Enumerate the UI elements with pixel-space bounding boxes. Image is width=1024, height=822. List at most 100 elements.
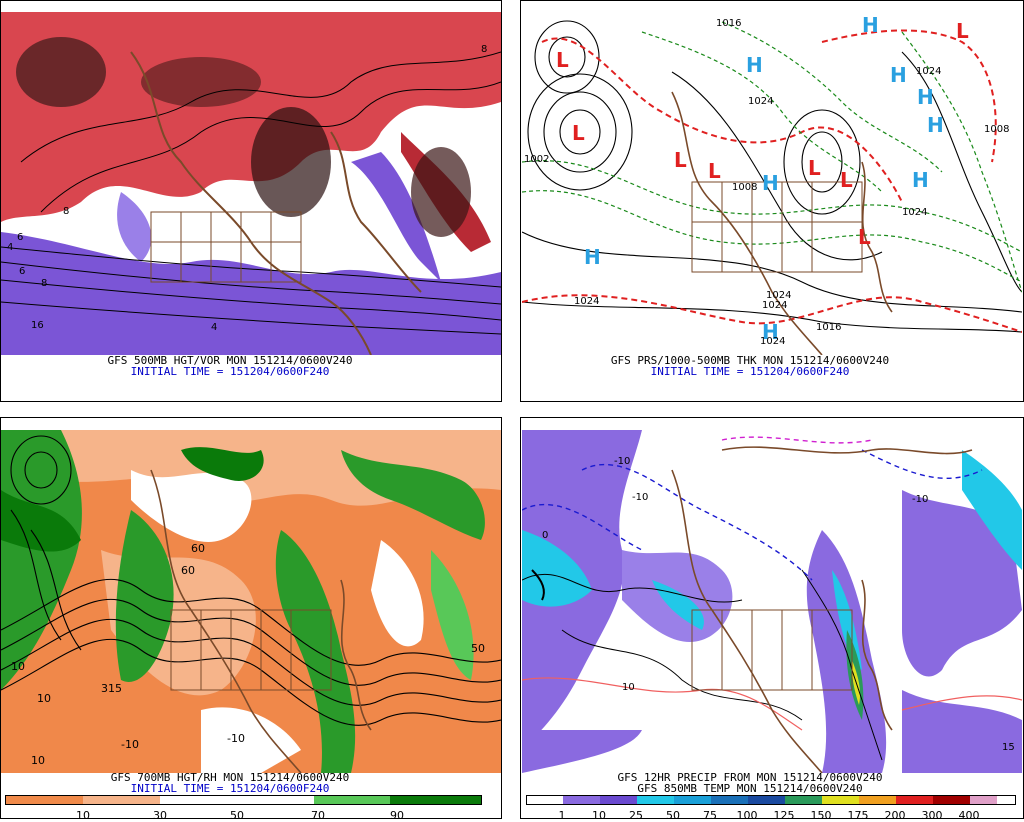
panel-precip-temp-caption: GFS 850MB TEMP MON 151214/0600V240 — [637, 782, 863, 795]
precip-scale-swatch — [970, 796, 997, 804]
precip-scale-swatch — [637, 796, 674, 804]
isobar-label: 1008 — [984, 124, 1009, 135]
rh-color-scale: 10 30 50 70 90 — [5, 795, 482, 822]
scale-label: 150 — [810, 809, 832, 822]
high-pressure-marker: H — [862, 13, 879, 37]
panel-700mb-caption: GFS 700MB HGT/RH MON 151214/0600V240 — [110, 771, 350, 784]
high-pressure-marker: H — [912, 168, 929, 192]
precip-scale-swatch — [600, 796, 637, 804]
precip-scale-swatch — [822, 796, 859, 804]
scale-label: 90 — [390, 809, 404, 822]
scale-label: 50 — [230, 809, 244, 822]
high-pressure-marker: H — [890, 63, 907, 87]
high-pressure-marker: H — [762, 171, 779, 195]
scale-label: 70 — [311, 809, 325, 822]
panel-500mb-caption: GFS 500MB HGT/VOR MON 151214/0600V240 — [107, 354, 353, 367]
contour-label: 8 — [481, 44, 487, 55]
high-pressure-marker: H — [584, 245, 601, 269]
panel-500mb-map: 4 6 8 6 16 4 8 8 — [1, 12, 501, 355]
precip-scale-swatch — [933, 796, 970, 804]
contour-label: 60 — [191, 542, 205, 555]
precip-scale-swatch — [674, 796, 711, 804]
contour-label: 50 — [471, 642, 485, 655]
low-pressure-marker: L — [858, 225, 871, 249]
rh-scale-swatch — [237, 796, 314, 804]
panel-precip-caption: GFS 12HR PRECIP FROM MON 151214/0600V240 — [617, 771, 883, 784]
low-pressure-marker: L — [956, 19, 969, 43]
low-pressure-marker: L — [808, 156, 821, 180]
high-pressure-marker: H — [746, 53, 763, 77]
precip-map: -10 -10 10 -10 15 0 — [522, 430, 1022, 773]
vorticity-map: 4 6 8 6 16 4 8 8 — [1, 12, 501, 355]
low-pressure-marker: L — [674, 148, 687, 172]
isobar-label: 1008 — [732, 182, 757, 193]
contour-label: -10 — [227, 732, 245, 745]
contour-label: 60 — [181, 564, 195, 577]
contour-label: 10 — [31, 754, 45, 767]
contour-label: -10 — [614, 456, 630, 467]
scale-label: 125 — [773, 809, 795, 822]
low-pressure-marker: L — [572, 121, 585, 145]
contour-label: 4 — [211, 322, 217, 333]
scale-label: 25 — [629, 809, 643, 822]
panel-700mb-initial-time: INITIAL TIME = 151204/0600F240 — [130, 782, 330, 795]
panel-700mb-map: 10 10 -10 10 315 -10 60 60 50 — [1, 430, 501, 773]
contour-label: 10 — [37, 692, 51, 705]
scale-label: 1 — [558, 809, 566, 822]
contour-label: 10 — [11, 660, 25, 673]
precip-scale-swatch — [896, 796, 933, 804]
isobar-label: 1024 — [902, 207, 927, 218]
contour-label: 8 — [63, 206, 69, 217]
isobar-label: 1016 — [716, 18, 741, 29]
high-pressure-marker: H — [917, 85, 934, 109]
isobar-label: 1024 — [574, 296, 599, 307]
scale-label: 75 — [703, 809, 717, 822]
contour-label: 6 — [17, 232, 23, 243]
panel-thickness-initial-time: INITIAL TIME = 151204/0600F240 — [650, 365, 850, 378]
scale-label: 10 — [76, 809, 90, 822]
contour-label: 4 — [7, 242, 13, 253]
isobar-label: 1024 — [766, 290, 791, 301]
scale-label: 200 — [884, 809, 906, 822]
contour-label: 6 — [19, 266, 25, 277]
panel-thickness-map: H H H H H H H H H L L L L L L L L 1016 1… — [522, 12, 1022, 355]
contour-label: 10 — [622, 682, 635, 693]
isobar-label: 1024 — [748, 96, 773, 107]
rh-scale-swatch — [160, 796, 237, 804]
rh-scale-swatch — [390, 796, 481, 804]
isobar-label: 1024 — [760, 336, 785, 347]
contour-label: -10 — [121, 738, 139, 751]
rh-scale-swatch — [83, 796, 160, 804]
rh-scale-swatch — [6, 796, 83, 804]
scale-label: 50 — [666, 809, 680, 822]
high-pressure-marker: H — [927, 113, 944, 137]
precip-scale-swatch — [527, 796, 563, 804]
isobar-label: 1024 — [916, 66, 941, 77]
precip-color-scale: 1 10 25 50 75 100 125 150 175 200 300 40… — [526, 795, 1020, 822]
panel-precip-map: -10 -10 10 -10 15 0 — [522, 430, 1022, 773]
humidity-map: 10 10 -10 10 315 -10 60 60 50 — [1, 430, 501, 773]
contour-label: -10 — [912, 494, 928, 505]
panel-thickness-caption: GFS PRS/1000-500MB THK MON 151214/0600V2… — [610, 354, 890, 367]
contour-label: 8 — [41, 278, 47, 289]
rh-scale-swatch — [314, 796, 390, 804]
contour-label: 15 — [1002, 742, 1015, 753]
scale-label: 300 — [921, 809, 943, 822]
contour-label: 315 — [101, 682, 122, 695]
scale-label: 100 — [736, 809, 758, 822]
scale-label: 30 — [153, 809, 167, 822]
scale-label: 10 — [592, 809, 606, 822]
scale-label: 175 — [847, 809, 869, 822]
precip-scale-swatch — [563, 796, 600, 804]
precip-scale-swatch — [859, 796, 896, 804]
low-pressure-marker: L — [840, 168, 853, 192]
low-pressure-marker: L — [708, 159, 721, 183]
precip-scale-swatch — [711, 796, 748, 804]
pressure-map: H H H H H H H H H L L L L L L L L 1016 1… — [522, 12, 1022, 355]
high-pressure-marker: H — [762, 320, 779, 344]
scale-label: 400 — [958, 809, 980, 822]
contour-label: 16 — [31, 320, 44, 331]
panel-500mb-initial-time: INITIAL TIME = 151204/0600F240 — [130, 365, 330, 378]
isobar-label: 1016 — [816, 322, 841, 333]
isobar-label: 1002 — [524, 154, 549, 165]
